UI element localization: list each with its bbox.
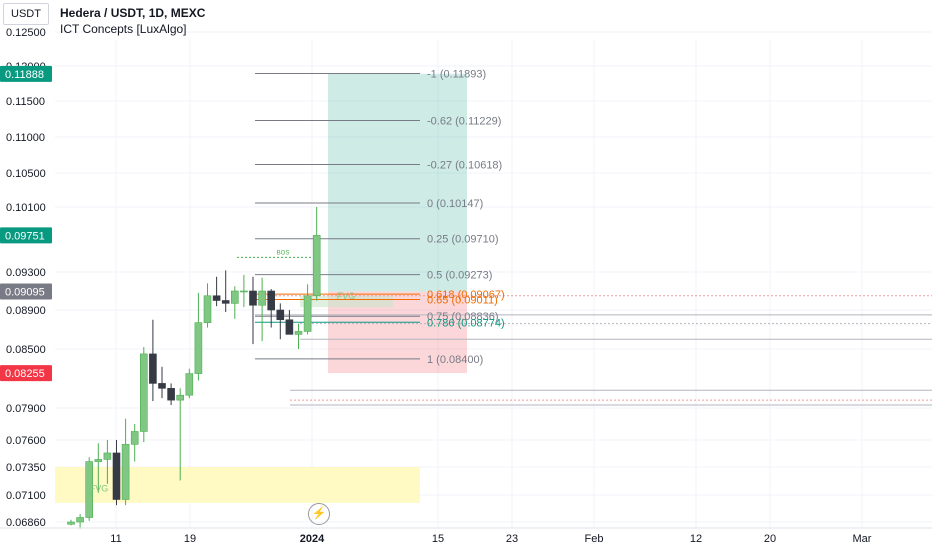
- candle: [112, 452, 121, 500]
- fvg-zone: [55, 467, 420, 503]
- position-profit-zone: [328, 73, 467, 292]
- y-tick-label: 0.07100: [6, 490, 46, 502]
- fib-label: 0.75 (0.08836): [427, 311, 499, 323]
- candle: [140, 353, 148, 432]
- price-label: 0.09095: [5, 286, 45, 298]
- y-tick-label: 0.06860: [6, 517, 46, 529]
- fib-label: -0.62 (0.11229): [427, 116, 501, 128]
- annotation-label: FVG: [337, 291, 356, 301]
- price-label-box: [0, 283, 52, 300]
- candle: [285, 319, 294, 335]
- fvg-box: [300, 295, 393, 308]
- fib-label: 0 (0.10147): [427, 198, 483, 210]
- candle: [76, 517, 84, 523]
- price-label-box: [0, 65, 52, 82]
- y-tick-label: 0.08500: [6, 344, 46, 356]
- candle: [267, 290, 276, 311]
- x-tick-label: 12: [690, 533, 702, 545]
- candle: [130, 431, 139, 445]
- candle: [231, 290, 239, 304]
- candle: [194, 322, 203, 374]
- candle: [303, 295, 312, 332]
- chart-zones: [55, 73, 467, 503]
- candle: [240, 290, 248, 293]
- candle: [221, 300, 230, 304]
- price-axis[interactable]: 0.125000.120000.115000.110000.105000.101…: [0, 27, 52, 529]
- candle: [94, 459, 103, 462]
- candle: [167, 388, 175, 401]
- y-tick-label: 0.11000: [6, 132, 45, 144]
- y-tick-label: 0.09300: [6, 267, 46, 279]
- candle: [258, 290, 266, 306]
- candle: [103, 452, 112, 460]
- chart-title: Hedera / USDT, 1D, MEXC: [60, 6, 206, 20]
- candle: [294, 331, 303, 335]
- y-tick-label: 0.11500: [6, 96, 45, 108]
- candle: [212, 295, 221, 301]
- y-tick-label: 0.07900: [6, 403, 46, 415]
- fib-label: -0.27 (0.10618): [427, 160, 502, 172]
- y-tick-label: 0.08900: [6, 305, 46, 317]
- candle: [176, 394, 184, 401]
- price-label-box: [0, 227, 52, 244]
- candle: [67, 521, 75, 525]
- candle: [185, 373, 194, 396]
- chart-header: USDT Hedera / USDT, 1D, MEXC ICT Concept…: [0, 0, 932, 40]
- fib-label: 0.618 (0.09067): [427, 289, 505, 301]
- time-axis[interactable]: 11 19 2024 15 23 Feb 12 20 Mar: [0, 527, 932, 545]
- candle: [249, 290, 257, 306]
- price-label-box: [0, 365, 52, 382]
- candle: [276, 309, 285, 321]
- chart-labels: -1 (0.11893) -0.62 (0.11229) -0.27 (0.1061…: [90, 68, 505, 493]
- symbol-button[interactable]: USDT: [3, 3, 49, 25]
- candle: [312, 235, 321, 297]
- fib-label: 0.65 (0.09011): [427, 294, 498, 306]
- x-tick-label: 15: [432, 533, 444, 545]
- annotation-label: FVG: [90, 483, 109, 493]
- candle: [203, 295, 212, 323]
- x-tick-label: 19: [184, 533, 196, 545]
- fib-label: 0.786 (0.08774): [427, 317, 505, 329]
- y-tick-label: 0.12500: [6, 27, 46, 39]
- candle: [85, 461, 93, 518]
- annotation-label: BOS: [277, 251, 290, 257]
- x-tick-label: 23: [506, 533, 518, 545]
- y-tick-label: 0.07350: [6, 462, 46, 474]
- price-label: 0.09751: [5, 230, 45, 242]
- price-label: 0.08255: [5, 368, 45, 380]
- indicator-label[interactable]: ICT Concepts [LuxAlgo]: [60, 22, 187, 36]
- candle: [121, 444, 130, 500]
- x-tick-label: 20: [764, 533, 776, 545]
- fib-label: -1 (0.11893): [427, 68, 486, 80]
- y-tick-label: 0.10500: [6, 168, 46, 180]
- candle: [158, 383, 166, 389]
- y-tick-label: 0.10100: [6, 202, 46, 214]
- fib-label: 0.5 (0.09273): [427, 270, 492, 282]
- candles: [67, 207, 321, 529]
- fib-label: 0.25 (0.09710): [427, 234, 499, 246]
- x-tick-label: Feb: [585, 533, 604, 545]
- y-tick-label: 0.07600: [6, 435, 46, 447]
- x-tick-label: 11: [110, 533, 121, 545]
- candle: [149, 353, 157, 384]
- chart-grid: [55, 31, 932, 528]
- fib-label: 1 (0.08400): [427, 354, 483, 366]
- x-tick-label: Mar: [853, 533, 872, 545]
- lightning-bolt-icon[interactable]: ⚡: [308, 503, 330, 525]
- price-label: 0.11888: [5, 69, 44, 81]
- x-tick-label: 2024: [300, 533, 325, 545]
